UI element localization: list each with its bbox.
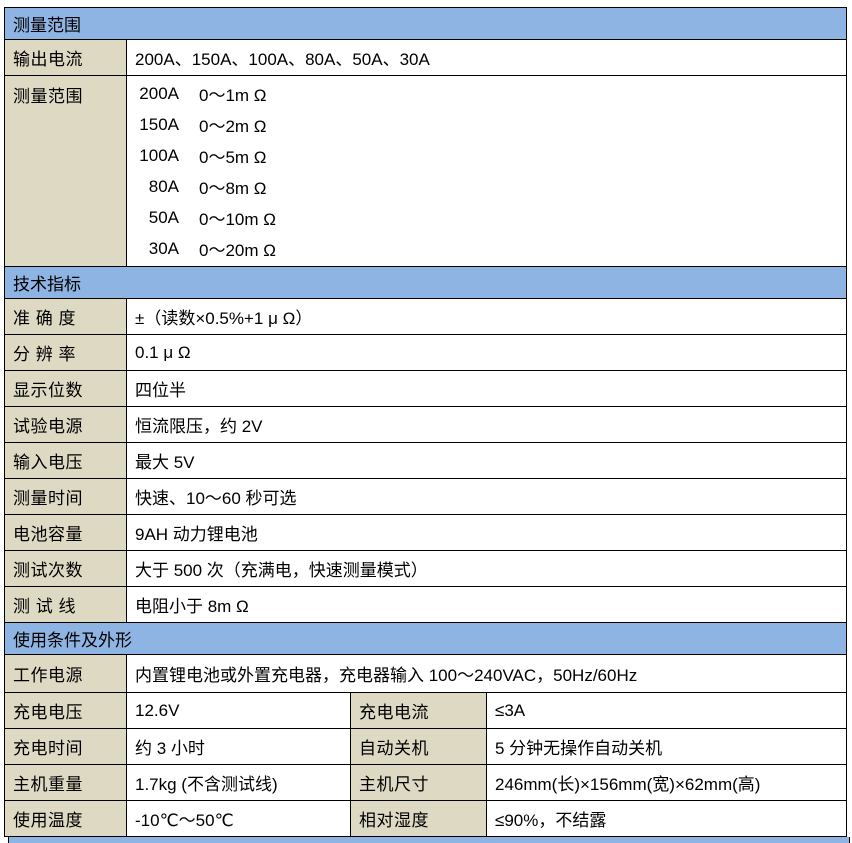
usage-row: 使用温度 -10℃～50℃ 相对湿度 ≤90%，不结露 [4,800,847,837]
range-value: 0～8m Ω [199,179,267,198]
usage-row: 充电时间 约 3 小时 自动关机 5 分钟无操作自动关机 [4,728,847,765]
range-line: 100A 0～5m Ω [135,140,838,171]
range-line: 200A 0～1m Ω [135,78,838,109]
usage-label-1: 充电电压 [4,692,127,729]
spec-row: 试验电源 恒流限压，约 2V [4,406,847,443]
range-line: 30A 0～20m Ω [135,233,838,264]
power-value: 内置锂电池或外置充电器，充电器输入 100～240VAC，50Hz/60Hz [126,654,847,693]
usage-row: 充电电压 12.6V 充电电流 ≤3A [4,692,847,729]
output-current-label: 输出电流 [4,39,127,76]
range-value: 0～10m Ω [199,210,276,229]
usage-label-2: 自动关机 [350,728,487,765]
spec-value: 最大 5V [126,442,847,479]
range-current: 50A [148,207,179,227]
spec-label: 试验电源 [4,406,127,443]
usage-value-2: 5 分钟无操作自动关机 [486,728,847,765]
range-line: 50A 0～10m Ω [135,202,838,233]
spec-value: 9AH 动力锂电池 [126,514,847,551]
output-current-row: 输出电流 200A、150A、100A、80A、50A、30A [4,39,847,76]
spec-value: ±（读数×0.5%+1 μ Ω） [126,298,847,335]
measurement-range-value: 200A 0～1m Ω 150A 0～2m Ω 100A 0～5m Ω 80A … [126,75,847,267]
usage-value-1: 1.7kg (不含测试线) [126,764,351,801]
range-current: 80A [148,176,179,196]
range-value: 0～5m Ω [199,148,267,167]
measurement-range-label: 测量范围 [4,75,127,267]
usage-label-2: 主机尺寸 [350,764,487,801]
spec-label: 输入电压 [4,442,127,479]
spec-label: 测试次数 [4,550,127,587]
range-value: 0～20m Ω [199,241,276,260]
spec-row: 分 辨 率 0.1 μ Ω [4,334,847,371]
range-current: 100A [139,145,179,165]
spec-label: 分 辨 率 [4,334,127,371]
power-label: 工作电源 [4,654,127,693]
usage-value-2: ≤3A [486,692,847,729]
spec-row: 电池容量 9AH 动力锂电池 [4,514,847,551]
range-line: 80A 0～8m Ω [135,171,838,202]
section-header-row: 使用条件及外形 [4,622,847,655]
usage-value-2: 246mm(长)×156mm(宽)×62mm(高) [486,764,847,801]
spec-value: 0.1 μ Ω [126,334,847,371]
spec-label: 测 试 线 [4,586,127,623]
range-current: 150A [139,114,179,134]
usage-value-1: 约 3 小时 [126,728,351,765]
spec-value: 四位半 [126,370,847,407]
range-current: 30A [148,238,179,258]
usage-label-1: 充电时间 [4,728,127,765]
power-row: 工作电源 内置锂电池或外置充电器，充电器输入 100～240VAC，50Hz/6… [4,654,847,693]
range-line: 150A 0～2m Ω [135,109,838,140]
spec-label: 电池容量 [4,514,127,551]
spec-row: 输入电压 最大 5V [4,442,847,479]
section-title-measurement: 测量范围 [4,7,847,40]
section-title-specs: 技术指标 [4,266,847,299]
spec-row: 测试次数 大于 500 次（充满电，快速测量模式） [4,550,847,587]
spec-value: 快速、10～60 秒可选 [126,478,847,515]
usage-row: 主机重量 1.7kg (不含测试线) 主机尺寸 246mm(长)×156mm(宽… [4,764,847,801]
usage-value-1: -10℃～50℃ [126,800,351,837]
section-title-usage: 使用条件及外形 [4,622,847,655]
usage-value-2: ≤90%，不结露 [486,800,847,837]
output-current-value: 200A、150A、100A、80A、50A、30A [126,39,847,76]
spec-row: 测 试 线 电阻小于 8m Ω [4,586,847,623]
spec-label: 显示位数 [4,370,127,407]
section-header-row: 测量范围 [4,7,847,40]
usage-value-1: 12.6V [126,692,351,729]
spec-label: 测量时间 [4,478,127,515]
spec-row: 测量时间 快速、10～60 秒可选 [4,478,847,515]
usage-label-2: 充电电流 [350,692,487,729]
range-value: 0～2m Ω [199,117,267,136]
spec-table: 测量范围 输出电流 200A、150A、100A、80A、50A、30A 测量范… [4,7,847,837]
measurement-range-row: 测量范围 200A 0～1m Ω 150A 0～2m Ω 100A 0～5m Ω… [4,75,847,267]
spec-row: 显示位数 四位半 [4,370,847,407]
range-value: 0～1m Ω [199,86,267,105]
spec-label: 准 确 度 [4,298,127,335]
usage-label-1: 使用温度 [4,800,127,837]
section-header-row: 技术指标 [4,266,847,299]
range-current: 200A [139,83,179,103]
spec-value: 大于 500 次（充满电，快速测量模式） [126,550,847,587]
partial-section-header-strip [8,837,850,843]
spec-value: 恒流限压，约 2V [126,406,847,443]
usage-label-1: 主机重量 [4,764,127,801]
usage-label-2: 相对湿度 [350,800,487,837]
spec-value: 电阻小于 8m Ω [126,586,847,623]
spec-row: 准 确 度 ±（读数×0.5%+1 μ Ω） [4,298,847,335]
